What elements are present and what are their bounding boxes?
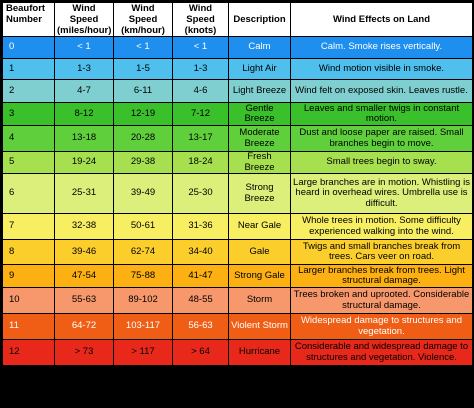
beaufort-number-cell: 10 bbox=[2, 287, 55, 314]
kmh-cell: 50-61 bbox=[113, 213, 173, 240]
beaufort-number-cell: 3 bbox=[2, 102, 55, 126]
table-row: 10 55-63 89-102 48-55 Storm Trees broken and … bbox=[2, 287, 473, 314]
description-cell: Moderate Breeze bbox=[228, 125, 291, 152]
effects-cell: Calm. Smoke rises vertically. bbox=[290, 36, 473, 59]
mph-cell: 1-3 bbox=[54, 58, 114, 80]
knots-cell: 56-63 bbox=[172, 313, 229, 340]
mph-cell: 8-12 bbox=[54, 102, 114, 126]
kmh-cell: 20-28 bbox=[113, 125, 173, 152]
description-cell: Storm bbox=[228, 287, 291, 314]
table-row: 8 39-46 62-74 34-40 Gale Twigs and small bran… bbox=[2, 239, 473, 265]
knots-cell: 7-12 bbox=[172, 102, 229, 126]
kmh-cell: > 117 bbox=[113, 339, 173, 366]
beaufort-scale-table: Beaufort Number Wind Speed (miles/hour) … bbox=[2, 2, 473, 366]
effects-cell: Leaves and smaller twigs in constant mot… bbox=[290, 102, 473, 126]
effects-cell: Trees broken and uprooted. Considerable … bbox=[290, 287, 473, 314]
mph-cell: < 1 bbox=[54, 36, 114, 59]
effects-cell: Larger branches break from trees. Light … bbox=[290, 264, 473, 288]
kmh-cell: 39-49 bbox=[113, 173, 173, 214]
mph-cell: 19-24 bbox=[54, 151, 114, 174]
description-cell: Light Air bbox=[228, 58, 291, 80]
description-cell: Calm bbox=[228, 36, 291, 59]
mph-cell: 13-18 bbox=[54, 125, 114, 152]
knots-cell: 18-24 bbox=[172, 151, 229, 174]
description-cell: Near Gale bbox=[228, 213, 291, 240]
table-row: 9 47-54 75-88 41-47 Strong Gale Larger branch… bbox=[2, 264, 473, 288]
kmh-cell: 62-74 bbox=[113, 239, 173, 265]
beaufort-number-cell: 12 bbox=[2, 339, 55, 366]
effects-cell: Large branches are in motion. Whistling … bbox=[290, 173, 473, 214]
mph-cell: 55-63 bbox=[54, 287, 114, 314]
header-beaufort-number: Beaufort Number bbox=[2, 2, 55, 37]
table-row: 2 4-7 6-11 4-6 Light Breeze Wind felt on expo… bbox=[2, 79, 473, 103]
beaufort-number-cell: 4 bbox=[2, 125, 55, 152]
kmh-cell: 6-11 bbox=[113, 79, 173, 103]
effects-cell: Dust and loose paper are raised. Small b… bbox=[290, 125, 473, 152]
beaufort-number-cell: 6 bbox=[2, 173, 55, 214]
mph-cell: > 73 bbox=[54, 339, 114, 366]
table-row: 3 8-12 12-19 7-12 Gentle Breeze Leaves and sm… bbox=[2, 102, 473, 126]
kmh-cell: 103-117 bbox=[113, 313, 173, 340]
beaufort-number-cell: 9 bbox=[2, 264, 55, 288]
header-wind-speed-knots: Wind Speed (knots) bbox=[172, 2, 229, 37]
description-cell: Gentle Breeze bbox=[228, 102, 291, 126]
effects-cell: Widespread damage to structures and vege… bbox=[290, 313, 473, 340]
description-cell: Strong Breeze bbox=[228, 173, 291, 214]
effects-cell: Considerable and widespread damage to st… bbox=[290, 339, 473, 366]
knots-cell: 41-47 bbox=[172, 264, 229, 288]
table-row: 11 64-72 103-117 56-63 Violent Storm Widespre… bbox=[2, 313, 473, 340]
kmh-cell: 29-38 bbox=[113, 151, 173, 174]
table-row: 5 19-24 29-38 18-24 Fresh Breeze Small trees … bbox=[2, 151, 473, 174]
knots-cell: 13-17 bbox=[172, 125, 229, 152]
description-cell: Light Breeze bbox=[228, 79, 291, 103]
header-wind-speed-mph: Wind Speed (miles/hour) bbox=[54, 2, 114, 37]
table-row: 0 < 1 < 1 < 1 Calm Calm. Smoke rises vertical… bbox=[2, 36, 473, 59]
beaufort-number-cell: 5 bbox=[2, 151, 55, 174]
knots-cell: 31-36 bbox=[172, 213, 229, 240]
effects-cell: Wind motion visible in smoke. bbox=[290, 58, 473, 80]
mph-cell: 4-7 bbox=[54, 79, 114, 103]
description-cell: Strong Gale bbox=[228, 264, 291, 288]
header-wind-effects: Wind Effects on Land bbox=[290, 2, 473, 37]
effects-cell: Twigs and small branches break from tree… bbox=[290, 239, 473, 265]
mph-cell: 64-72 bbox=[54, 313, 114, 340]
kmh-cell: 89-102 bbox=[113, 287, 173, 314]
header-description: Description bbox=[228, 2, 291, 37]
kmh-cell: < 1 bbox=[113, 36, 173, 59]
beaufort-number-cell: 1 bbox=[2, 58, 55, 80]
beaufort-number-cell: 7 bbox=[2, 213, 55, 240]
knots-cell: 4-6 bbox=[172, 79, 229, 103]
mph-cell: 47-54 bbox=[54, 264, 114, 288]
beaufort-number-cell: 0 bbox=[2, 36, 55, 59]
kmh-cell: 12-19 bbox=[113, 102, 173, 126]
header-wind-speed-kmh: Wind Speed (km/hour) bbox=[113, 2, 173, 37]
table-row: 7 32-38 50-61 31-36 Near Gale Whole trees in … bbox=[2, 213, 473, 240]
description-cell: Gale bbox=[228, 239, 291, 265]
mph-cell: 25-31 bbox=[54, 173, 114, 214]
mph-cell: 32-38 bbox=[54, 213, 114, 240]
beaufort-number-cell: 11 bbox=[2, 313, 55, 340]
knots-cell: 48-55 bbox=[172, 287, 229, 314]
mph-cell: 39-46 bbox=[54, 239, 114, 265]
table-row: 6 25-31 39-49 25-30 Strong Breeze Large branc… bbox=[2, 173, 473, 214]
effects-cell: Small trees begin to sway. bbox=[290, 151, 473, 174]
header-row: Beaufort Number Wind Speed (miles/hour) … bbox=[2, 2, 473, 37]
beaufort-number-cell: 2 bbox=[2, 79, 55, 103]
knots-cell: 34-40 bbox=[172, 239, 229, 265]
knots-cell: < 1 bbox=[172, 36, 229, 59]
effects-cell: Wind felt on exposed skin. Leaves rustle… bbox=[290, 79, 473, 103]
table-row: 12 > 73 > 117 > 64 Hurricane Considerable and… bbox=[2, 339, 473, 366]
effects-cell: Whole trees in motion. Some difficulty e… bbox=[290, 213, 473, 240]
description-cell: Violent Storm bbox=[228, 313, 291, 340]
kmh-cell: 75-88 bbox=[113, 264, 173, 288]
kmh-cell: 1-5 bbox=[113, 58, 173, 80]
knots-cell: 1-3 bbox=[172, 58, 229, 80]
description-cell: Fresh Breeze bbox=[228, 151, 291, 174]
table-row: 4 13-18 20-28 13-17 Moderate Breeze Dust and … bbox=[2, 125, 473, 152]
knots-cell: 25-30 bbox=[172, 173, 229, 214]
beaufort-number-cell: 8 bbox=[2, 239, 55, 265]
knots-cell: > 64 bbox=[172, 339, 229, 366]
table-row: 1 1-3 1-5 1-3 Light Air Wind motion visible i… bbox=[2, 58, 473, 80]
description-cell: Hurricane bbox=[228, 339, 291, 366]
